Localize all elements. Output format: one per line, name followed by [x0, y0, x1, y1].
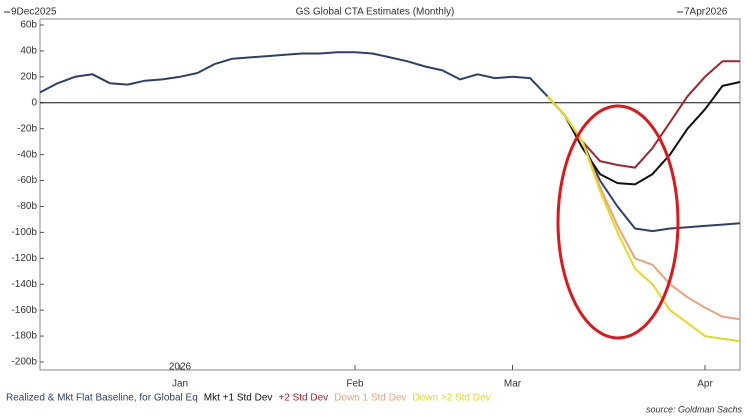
x-tick-label: Feb [346, 379, 364, 390]
y-tick-label: 60b [20, 20, 37, 31]
y-tick-label: -160b [11, 305, 37, 316]
legend-entry: Realized & Mkt Flat Baseline, for Global… [6, 393, 198, 404]
series-line [546, 81, 741, 186]
highlight-ellipse [556, 104, 680, 340]
x-tick-label: Jan [172, 379, 188, 390]
y-tick-label: -140b [11, 279, 37, 290]
y-tick-label: -120b [11, 253, 37, 264]
y-tick-label: 40b [20, 46, 37, 57]
legend-entry: +2 Std Dev [278, 393, 328, 404]
source: source: Goldman Sachs [646, 404, 743, 414]
legend-entry: Down >2 Std Dev [412, 393, 490, 404]
series-line [546, 95, 741, 321]
x-tick-label: Apr [697, 379, 713, 390]
y-tick-label: -80b [17, 201, 37, 212]
y-tick-label: -40b [17, 149, 37, 160]
y-tick-label: 0 [31, 97, 37, 108]
year-label: 2026 [169, 362, 192, 373]
legend-entry: Down 1 Std Dev [334, 393, 406, 404]
y-tick-label: -100b [11, 227, 37, 238]
legend-entry: Mkt +1 Std Dev [204, 393, 273, 404]
y-tick-label: -20b [17, 123, 37, 134]
y-tick-label: 20b [20, 71, 37, 82]
start-label: 9Dec2025 [11, 7, 57, 18]
series-line [39, 51, 741, 233]
y-tick-label: -60b [17, 175, 37, 186]
series-line [546, 60, 740, 169]
chart-title: GS Global CTA Estimates (Monthly) [296, 7, 455, 18]
series-line [546, 95, 741, 343]
y-tick-label: -200b [11, 357, 37, 368]
y-tick-label: -180b [11, 331, 37, 342]
end-label: 7Apr2026 [684, 7, 728, 18]
x-tick-label: Mar [504, 379, 522, 390]
plot-frame [39, 18, 741, 371]
